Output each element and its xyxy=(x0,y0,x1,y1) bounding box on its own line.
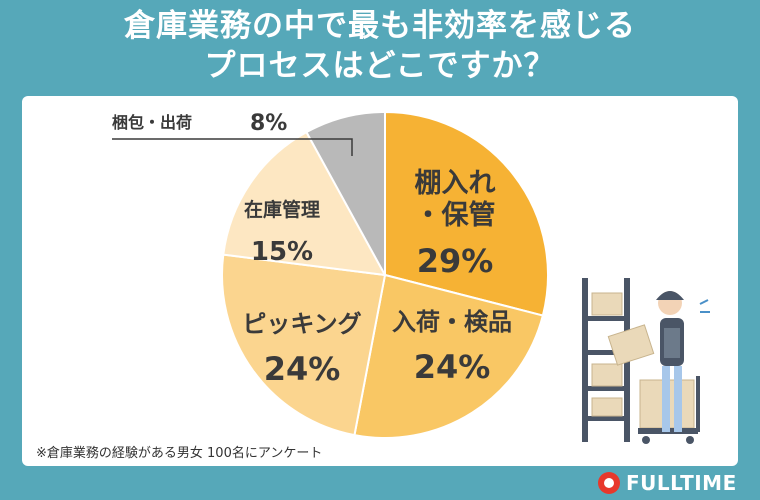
survey-footnote: ※倉庫業務の経験がある男女 100名にアンケート xyxy=(36,446,323,461)
slice-label: 在庫管理 xyxy=(244,198,320,221)
chart-title: 倉庫業務の中で最も非効率を感じる プロセスはどこですか？ xyxy=(0,6,760,86)
fulltime-logo: FULLTIME xyxy=(598,470,737,496)
worker-illustration xyxy=(582,278,710,444)
slice-value-label: 24% xyxy=(414,348,491,386)
title-line-2: プロセスはどこですか？ xyxy=(204,48,556,84)
fulltime-logo-icon xyxy=(598,472,620,494)
title-line-1: 倉庫業務の中で最も非効率を感じる xyxy=(124,8,636,44)
slice-label: ピッキング xyxy=(242,310,361,338)
pie-slice xyxy=(305,110,386,276)
slice-label: 棚入れ xyxy=(415,168,496,199)
slice-label: ・保管 xyxy=(415,200,496,231)
leader-line xyxy=(112,138,353,156)
slice-value-label: 15% xyxy=(251,237,313,267)
slice-label: 入荷・検品 xyxy=(392,308,512,336)
slice-label: 梱包・出荷 xyxy=(112,113,192,132)
pie-slice xyxy=(353,273,545,439)
slice-value-label: 24% xyxy=(264,350,341,388)
slice-value-label: 29% xyxy=(417,242,494,280)
pie-slice xyxy=(221,253,387,437)
pie-slice xyxy=(384,110,549,317)
logo-text: FULLTIME xyxy=(626,471,737,495)
slice-value-label: 8% xyxy=(250,111,287,136)
